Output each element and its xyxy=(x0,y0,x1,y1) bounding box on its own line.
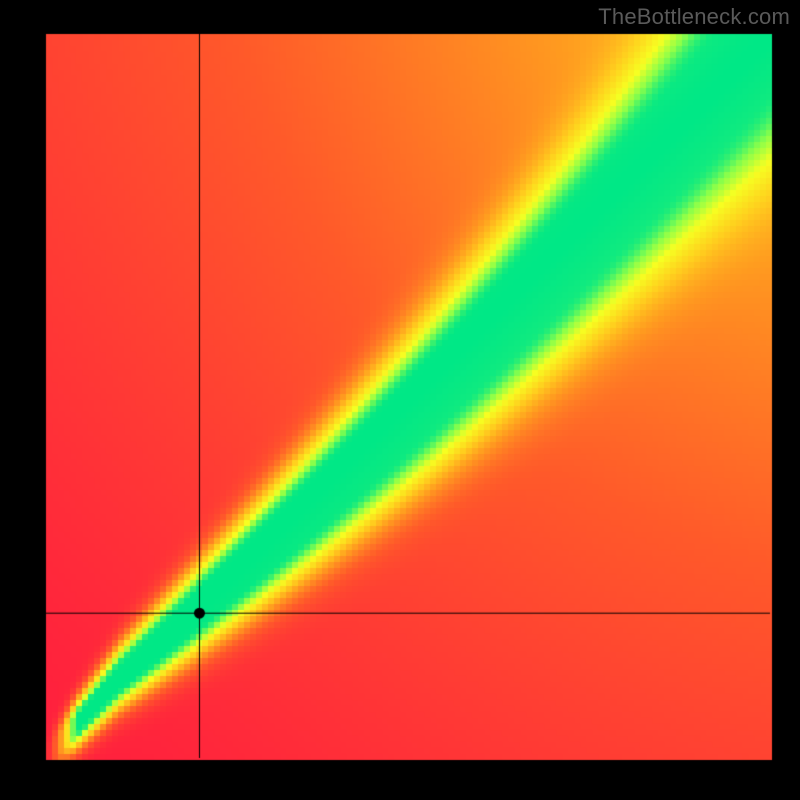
watermark-text: TheBottleneck.com xyxy=(598,4,790,30)
bottleneck-heatmap xyxy=(0,0,800,800)
chart-container: TheBottleneck.com xyxy=(0,0,800,800)
